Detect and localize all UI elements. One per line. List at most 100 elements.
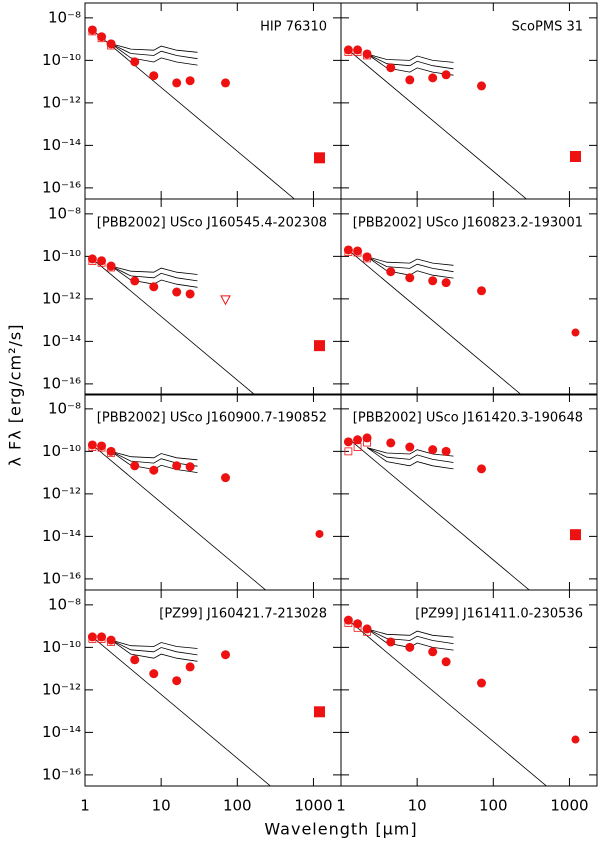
photometry-point [106, 39, 116, 49]
photometry-point [477, 464, 487, 474]
panel-title: [PBB2002] USco J160900.7-190852 [97, 411, 327, 426]
y-tick-label: 10⁻¹⁰ [42, 51, 81, 69]
photometry-point [386, 438, 396, 448]
photometry-point [405, 642, 415, 652]
y-tick-label: 10⁻¹² [42, 289, 81, 307]
photometry-point [441, 446, 451, 456]
sed-line [110, 43, 198, 60]
photometry-point [221, 473, 231, 483]
x-tick-label: 1 [336, 797, 346, 815]
photometry-point [386, 637, 396, 647]
panel-title: [PZ99] J161411.0-230536 [415, 607, 583, 622]
sed-line [92, 258, 256, 395]
x-tick-label: 1 [80, 797, 90, 815]
x-tick-label: 1000 [294, 797, 332, 815]
y-tick-label: 10⁻¹⁴ [42, 527, 81, 545]
x-tick-label: 100 [479, 797, 508, 815]
panel-title: [PBB2002] USco J161420.3-190648 [353, 411, 583, 426]
sed-line [366, 447, 454, 463]
photometry-point [428, 647, 438, 657]
panel-title: [PBB2002] USco J160823.2-193001 [353, 216, 583, 231]
y-axis-title: λ Fλ [erg/cm²/s] [6, 323, 25, 466]
panel-title: [PBB2002] USco J160545.4-202308 [97, 216, 327, 231]
y-tick-label: 10⁻¹⁴ [42, 332, 81, 350]
sed-line [366, 256, 454, 266]
photometry-point [185, 462, 195, 472]
photometry-point [149, 282, 159, 292]
y-tick-label: 10⁻¹⁰ [42, 442, 81, 460]
sed-line [110, 639, 198, 662]
upper-limit [220, 295, 231, 306]
sed-line [366, 447, 454, 470]
photometry-point [343, 45, 353, 55]
sed-line [92, 29, 296, 199]
sed-line [110, 639, 198, 649]
sed-line [366, 53, 454, 76]
sed-line [348, 438, 530, 590]
y-tick-label: 10⁻⁸ [48, 595, 81, 613]
mm-point [569, 529, 581, 541]
panel-title: ScoPMS 31 [512, 20, 583, 35]
y-tick-label: 10⁻¹² [42, 680, 81, 698]
sed-line [92, 636, 272, 786]
photometry-point [441, 278, 451, 288]
photometry-point [477, 81, 487, 91]
photometry-point [405, 442, 415, 452]
mm-point [571, 735, 580, 744]
sed-line [110, 265, 198, 288]
photometry-point [149, 465, 159, 475]
photometry-point [362, 624, 372, 634]
photometry-point [172, 78, 182, 88]
sed-line [110, 265, 198, 282]
photometry-point [149, 669, 159, 679]
sed-line [110, 265, 198, 275]
y-tick-label: 10⁻⁸ [48, 8, 81, 26]
photometry-point [353, 45, 363, 55]
sed-line [92, 444, 267, 590]
photometry-point [343, 437, 353, 447]
photometry-point [221, 650, 231, 660]
photometry-point [87, 440, 97, 450]
sed-line [110, 43, 198, 66]
sed-line [348, 49, 528, 199]
mm-point [571, 328, 580, 337]
photometry-point [185, 662, 195, 672]
photometry-point [172, 676, 182, 686]
photometry-point [87, 254, 97, 264]
y-tick-label: 10⁻¹⁰ [42, 638, 81, 656]
sed-line [366, 53, 454, 70]
y-tick-label: 10⁻¹⁶ [42, 765, 81, 783]
photometry-point [405, 273, 415, 283]
y-tick-label: 10⁻¹⁶ [42, 374, 81, 392]
photometry-point [221, 78, 231, 88]
mm-point [313, 152, 325, 164]
photometry-point [130, 655, 140, 665]
photometry-point [477, 678, 487, 688]
sed-line [366, 256, 454, 273]
photometry-point [185, 76, 195, 86]
photometry-point [343, 615, 353, 625]
photometry-point [97, 441, 107, 451]
y-tick-label: 10⁻¹⁴ [42, 723, 81, 741]
mm-point [315, 529, 324, 538]
photometry-point [362, 252, 372, 262]
photometry-point [441, 657, 451, 667]
photometry-point [106, 261, 116, 271]
photometry-point [477, 286, 487, 296]
x-tick-label: 100 [223, 797, 252, 815]
photometry-point [87, 632, 97, 642]
sed-line [366, 256, 454, 279]
y-tick-label: 10⁻⁸ [48, 204, 81, 222]
photometry-point [343, 245, 353, 255]
photometry-point [185, 289, 195, 299]
y-tick-label: 10⁻¹⁶ [42, 569, 81, 587]
sed-line [110, 43, 198, 53]
x-tick-label: 10 [152, 797, 171, 815]
sed-line [110, 451, 198, 473]
x-tick-label: 1000 [550, 797, 588, 815]
photometry-point [353, 435, 363, 445]
y-tick-label: 10⁻¹⁶ [42, 178, 81, 196]
mm-point [313, 706, 325, 718]
